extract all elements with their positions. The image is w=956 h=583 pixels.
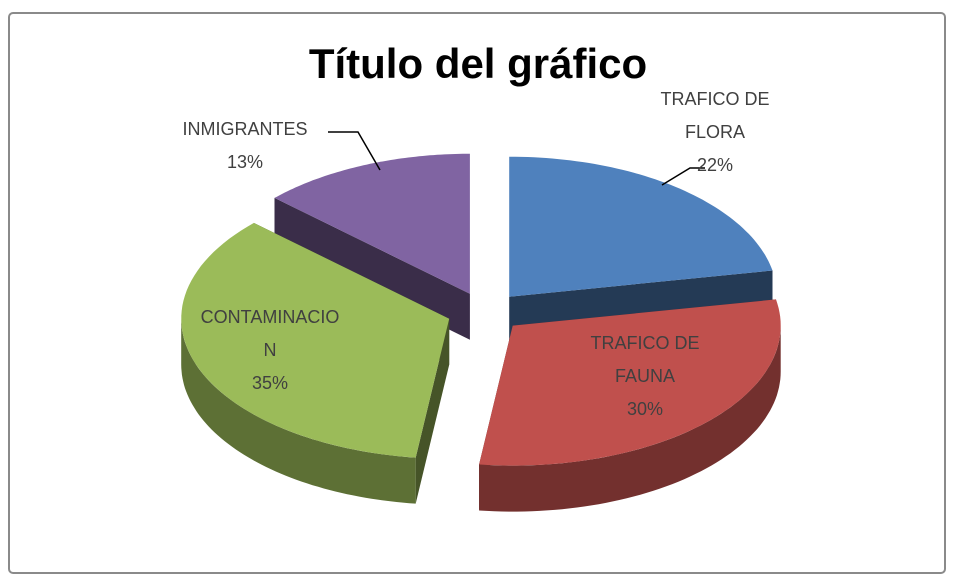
- data-label: CONTAMINACION 35%: [200, 301, 340, 400]
- slice-side-wall: [274, 197, 470, 340]
- data-label: TRAFICO DE FLORA 22%: [650, 83, 780, 182]
- slice: [274, 153, 470, 294]
- leader-line: [661, 167, 705, 186]
- data-label-category: TRAFICO DE FLORA: [660, 89, 770, 142]
- data-label-value: 22%: [696, 155, 734, 175]
- data-label: INMIGRANTES 13%: [160, 113, 330, 179]
- slice: [479, 299, 781, 466]
- slice-outer-wall: [479, 325, 781, 512]
- chart-title: Título del gráfico: [308, 40, 648, 87]
- data-label-value: 35%: [251, 373, 289, 393]
- data-label-value: 30%: [626, 399, 664, 419]
- leader-line: [328, 131, 381, 171]
- slice-outer-wall: [181, 318, 416, 504]
- slice-side-wall: [415, 318, 450, 504]
- chart-frame: [8, 12, 946, 574]
- data-label-category: INMIGRANTES: [182, 119, 308, 139]
- data-label-category: TRAFICO DE FAUNA: [590, 333, 700, 386]
- slice: [181, 222, 450, 458]
- data-label-value: 13%: [226, 152, 264, 172]
- data-label-category: CONTAMINACION: [200, 307, 340, 360]
- data-label: TRAFICO DE FAUNA 30%: [575, 327, 715, 426]
- slice: [509, 156, 773, 297]
